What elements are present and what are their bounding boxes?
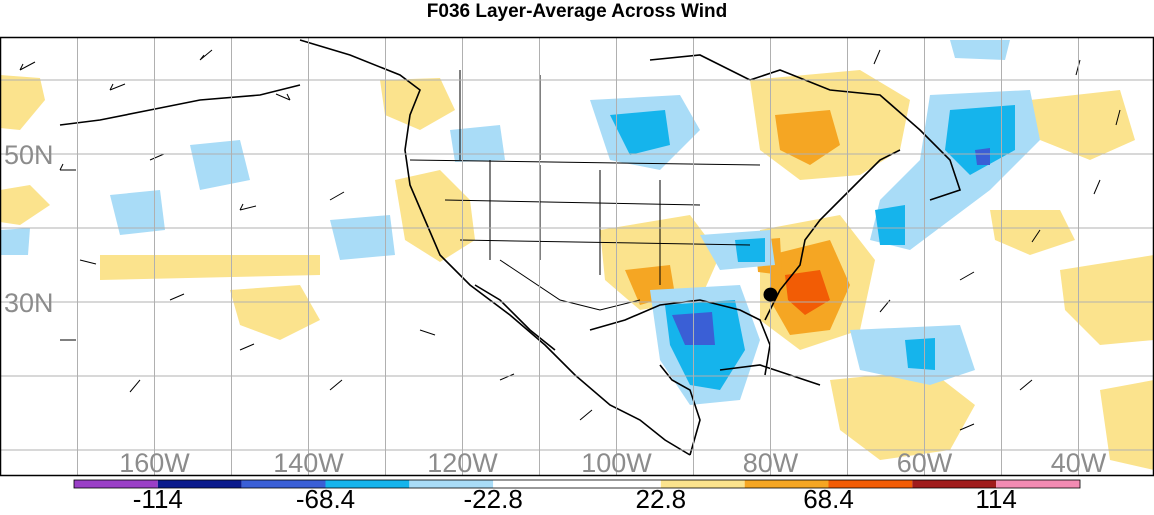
anomaly-negative-region — [110, 190, 165, 235]
colorbar — [73, 479, 1081, 489]
latitude-label: 50N — [4, 140, 54, 170]
map-title: F036 Layer-Average Across Wind — [426, 1, 728, 22]
coastlines — [59, 39, 962, 456]
colorbar-label: -114 — [132, 484, 183, 514]
colorbar-swatch — [74, 480, 158, 488]
station-marker — [763, 287, 778, 302]
colorbar-label: -22.8 — [463, 484, 523, 514]
anomaly-negative-region — [330, 215, 395, 260]
anomaly-negative-region — [950, 40, 1010, 60]
colorbar-swatch — [577, 480, 661, 488]
longitude-label: 40W — [1051, 448, 1107, 478]
anomaly-positive-region — [0, 185, 50, 225]
colorbar-label: 114 — [975, 484, 1017, 514]
longitude-label: 80W — [743, 448, 799, 478]
latitude-label: 30N — [4, 288, 54, 318]
anomaly-negative-region — [190, 140, 250, 190]
anomaly-positive-region — [830, 370, 975, 460]
anomaly-positive-region — [990, 210, 1075, 255]
anomaly-negative-strong-region — [875, 205, 905, 245]
anomaly-positive-region — [1060, 255, 1154, 345]
longitude-label: 160W — [119, 448, 190, 478]
colorbar-frame — [73, 479, 1081, 489]
colorbar-swatch — [157, 480, 242, 488]
colorbar-swatch — [241, 480, 326, 488]
colorbar-label: 22.8 — [635, 484, 687, 514]
anomaly-negative-core-region — [975, 148, 990, 165]
longitude-label: 60W — [897, 448, 953, 478]
colorbar-label: -68.4 — [295, 484, 356, 514]
colorbar-swatch — [912, 480, 997, 488]
colorbar-label: 68.4 — [803, 484, 854, 514]
longitude-label: 120W — [427, 448, 498, 478]
colorbar-swatch — [493, 480, 577, 488]
anomaly-positive-region — [0, 75, 45, 130]
map-plot-area — [0, 37, 1154, 476]
anomaly-positive-core-region — [785, 270, 830, 315]
colorbar-swatch — [325, 480, 410, 488]
latitude-labels: 50N 30N — [4, 140, 54, 318]
lat-lon-grid — [0, 37, 1154, 476]
longitude-label: 140W — [273, 448, 344, 478]
anomaly-positive-region — [380, 78, 455, 130]
anomaly-negative-strong-region — [945, 105, 1015, 175]
anomaly-positive-strong-region — [775, 110, 840, 165]
anomaly-negative-strong-region — [610, 110, 670, 155]
anomaly-negative-strong-region — [905, 338, 935, 370]
wind-barbs — [19, 49, 1121, 431]
anomaly-positive-region — [1100, 380, 1154, 470]
anomaly-negative-region — [0, 228, 30, 255]
longitude-labels: 160W 140W 120W 100W 80W 60W 40W — [119, 448, 1107, 478]
colorbar-swatch — [996, 480, 1080, 488]
colorbar-swatch — [744, 480, 829, 488]
longitude-label: 100W — [581, 448, 652, 478]
colorbar-swatch — [828, 480, 913, 488]
colorbar-swatch — [409, 480, 494, 488]
anomaly-positive-region — [230, 285, 320, 340]
anomaly-negative-region — [450, 125, 505, 162]
anomaly-positive-region — [1030, 90, 1135, 160]
anomaly-positive-region — [395, 170, 475, 262]
anomaly-negative-strong-region — [735, 238, 765, 262]
colorbar-swatch — [660, 480, 745, 488]
